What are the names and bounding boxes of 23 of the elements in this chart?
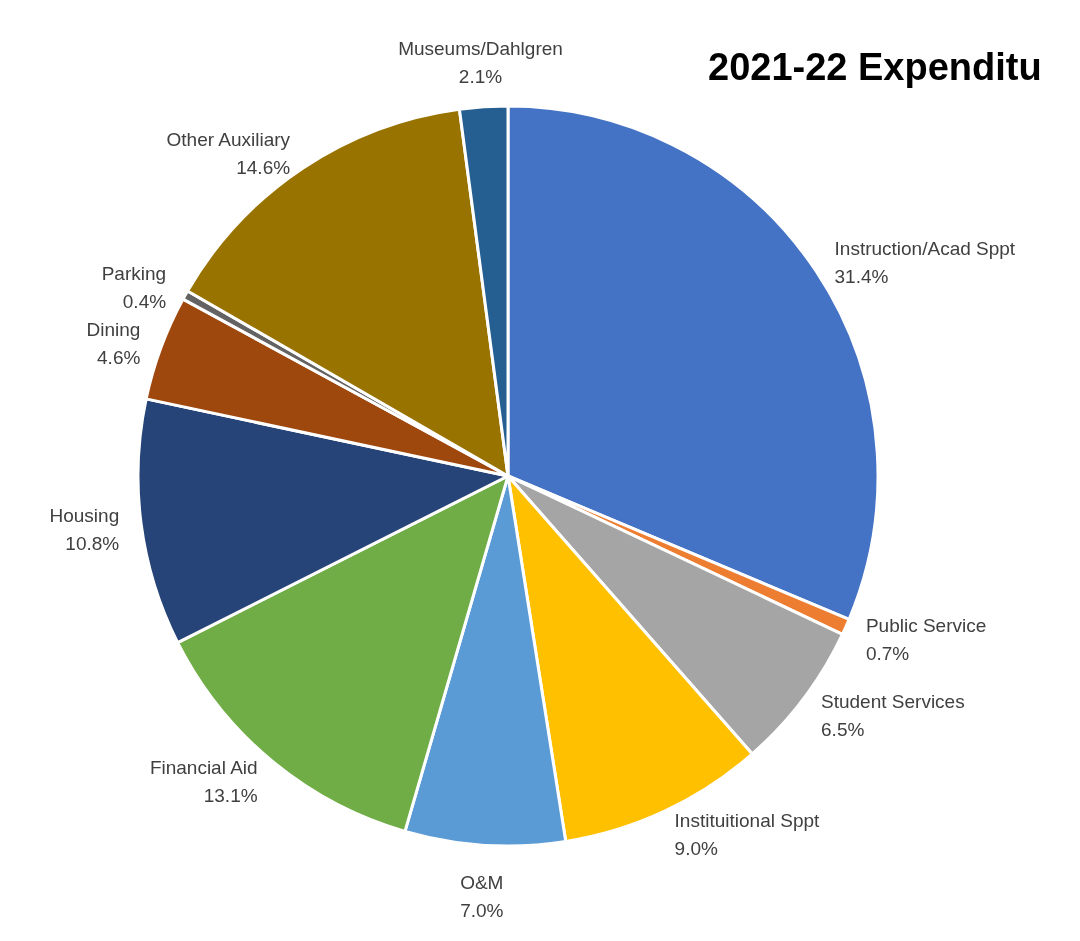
- data-label: 13.1%: [203, 784, 258, 806]
- slice-label: Student Services: [821, 690, 965, 712]
- slice-label: Public Service: [865, 614, 987, 636]
- data-label: 14.6%: [236, 157, 291, 179]
- slice-label: Parking: [101, 263, 167, 285]
- slice-label: O&M: [460, 872, 504, 894]
- data-label: 0.4%: [122, 291, 167, 313]
- data-label: 4.6%: [97, 347, 141, 369]
- data-label: 2.1%: [458, 65, 503, 87]
- slice-label: Instituitional Sppt: [674, 809, 821, 831]
- data-label: 0.7%: [865, 642, 910, 664]
- slice-label: Museums/Dahlgren: [398, 37, 563, 59]
- data-label: 9.0%: [674, 837, 719, 859]
- slice-label: Dining: [86, 319, 141, 341]
- slice-label: Housing: [49, 505, 120, 527]
- chart-title: 2021-22 Expenditu: [708, 46, 1042, 88]
- slice-label: Other Auxiliary: [166, 129, 291, 151]
- slice-label: Instruction/Acad Sppt: [834, 238, 1016, 260]
- slice-label: Financial Aid: [149, 756, 258, 778]
- data-label: 7.0%: [460, 900, 504, 922]
- data-label: 31.4%: [834, 266, 889, 288]
- data-label: 10.8%: [65, 533, 120, 555]
- data-label: 6.5%: [821, 718, 865, 740]
